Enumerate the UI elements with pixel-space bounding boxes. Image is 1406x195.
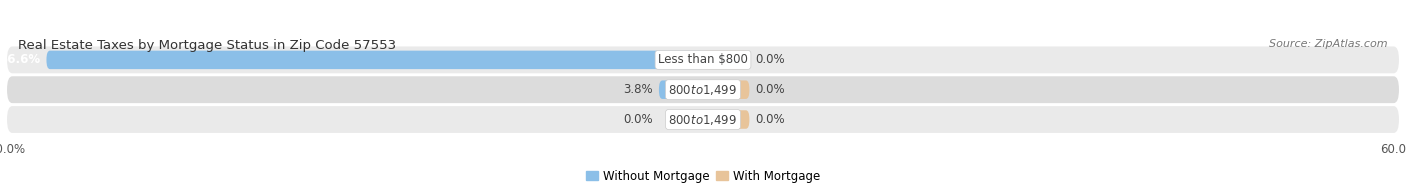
Text: 3.8%: 3.8% (623, 83, 654, 96)
FancyBboxPatch shape (7, 46, 1399, 73)
Legend: Without Mortgage, With Mortgage: Without Mortgage, With Mortgage (581, 165, 825, 187)
FancyBboxPatch shape (659, 81, 703, 99)
Text: $800 to $1,499: $800 to $1,499 (668, 83, 738, 97)
Text: Real Estate Taxes by Mortgage Status in Zip Code 57553: Real Estate Taxes by Mortgage Status in … (18, 39, 396, 52)
Text: 0.0%: 0.0% (755, 83, 785, 96)
Text: 56.6%: 56.6% (0, 53, 41, 66)
Text: 0.0%: 0.0% (623, 113, 654, 126)
Text: 0.0%: 0.0% (755, 113, 785, 126)
FancyBboxPatch shape (703, 110, 749, 129)
Text: Source: ZipAtlas.com: Source: ZipAtlas.com (1270, 39, 1388, 49)
FancyBboxPatch shape (7, 76, 1399, 103)
FancyBboxPatch shape (7, 106, 1399, 133)
Text: $800 to $1,499: $800 to $1,499 (668, 113, 738, 127)
FancyBboxPatch shape (703, 81, 749, 99)
Text: Less than $800: Less than $800 (658, 53, 748, 66)
FancyBboxPatch shape (703, 51, 749, 69)
FancyBboxPatch shape (46, 51, 703, 69)
Text: 0.0%: 0.0% (755, 53, 785, 66)
